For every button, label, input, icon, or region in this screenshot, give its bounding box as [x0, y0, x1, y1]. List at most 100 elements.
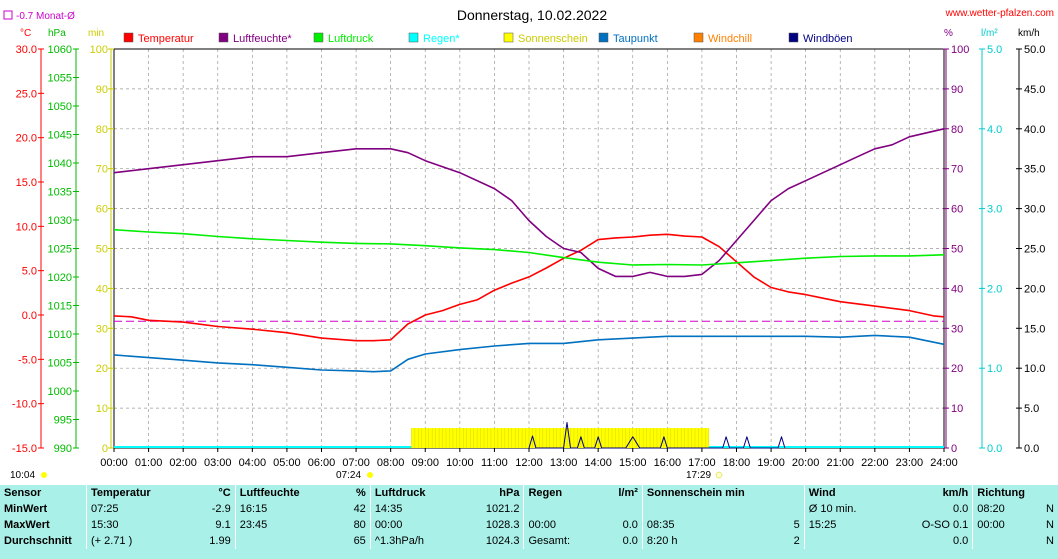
weather-chart: Donnerstag, 10.02.2022 www.wetter-pfalze… [3, 7, 1054, 481]
temp-axis-tick-label: 5.0 [22, 266, 37, 278]
wind-axis-tick-label: 10.0 [1024, 363, 1045, 375]
stats-header-row: Sensor Temperatur °C Luftfeuchte % Luftd… [0, 485, 1058, 501]
press-axis-tick-label: 1035 [48, 187, 72, 199]
stats-header-wind: Wind [803, 485, 890, 501]
time-tick-label: 24:00 [930, 457, 958, 469]
time-tick-label: 20:00 [792, 457, 820, 469]
stats-cell: -2.9 [211, 503, 231, 515]
time-tick-label: 03:00 [204, 457, 232, 469]
temp-axis-tick-label: -15.0 [12, 443, 37, 455]
legend-swatch [123, 32, 134, 43]
luftfeuchte-series-line [113, 128, 945, 278]
monthly-avg-icon [3, 10, 13, 20]
time-tick-label: 06:00 [308, 457, 336, 469]
stats-cell: 1028.3 [485, 519, 520, 531]
pct-axis-tick-label: 50 [951, 244, 963, 256]
legend-label: Luftdruck [328, 33, 374, 45]
stats-header-rain: Regen [523, 485, 600, 501]
stats-cell: 08:35 [641, 517, 761, 533]
temp-axis-tick-label: 15.0 [16, 177, 37, 189]
legend-label: Temperatur [138, 33, 194, 45]
temp-axis-tick-label: -5.0 [18, 354, 37, 366]
stats-header-hum-unit: % [356, 487, 366, 499]
stats-cell: 0.0 [952, 503, 969, 515]
min-axis-tick-label: 50 [96, 244, 108, 256]
stats-cell [760, 501, 804, 517]
stats-cell: 00:00 [369, 517, 461, 533]
windböen-series-line [528, 422, 786, 449]
stats-cell: 15:25 [803, 517, 890, 533]
temp-axis-tick-label: 10.0 [16, 221, 37, 233]
wind-axis-tick-label: 50.0 [1024, 44, 1045, 56]
wind-axis-tick-label: 35.0 [1024, 164, 1045, 176]
wind-unit: km/h [1018, 28, 1040, 39]
stats-cell: Gesamt: [523, 533, 600, 549]
press-axis-tick-label: 995 [54, 415, 72, 427]
time-tick-label: 04:00 [239, 457, 267, 469]
min-axis-tick-label: 30 [96, 323, 108, 335]
stats-cell [523, 501, 600, 517]
time-tick-label: 23:00 [896, 457, 924, 469]
legend-label: Regen* [423, 33, 460, 45]
wind-axis-tick-label: 20.0 [1024, 283, 1045, 295]
legend-swatch [313, 32, 324, 43]
wind-axis-tick-label: 45.0 [1024, 84, 1045, 96]
press-axis-tick-label: 1055 [48, 73, 72, 85]
press-axis-tick-label: 1050 [48, 101, 72, 113]
stats-cell: (+ 2.71 ) [85, 533, 190, 549]
stats-cell: ^1.3hPa/h [369, 533, 461, 549]
stats-cell: Ø 10 min. [803, 501, 890, 517]
taupunkt-series-line [113, 334, 945, 373]
press-axis-tick-label: 1005 [48, 358, 72, 370]
statistics-table: Sensor Temperatur °C Luftfeuchte % Luftd… [0, 485, 1058, 549]
time-tick-label: 19:00 [757, 457, 785, 469]
pct-unit: % [944, 28, 953, 39]
stats-header-wind-unit: km/h [942, 487, 969, 499]
time-tick-label: 14:00 [584, 457, 612, 469]
stats-cell: 0.0 [952, 535, 969, 547]
time-axis: 00:00 01:00 02:00 03:00 04:00 05:00 06:00 07:00… [100, 448, 958, 469]
min-axis-tick-label: 40 [96, 283, 108, 295]
now-label: 10:04 [10, 470, 35, 481]
min-axis-tick-label: 70 [96, 164, 108, 176]
press-unit: hPa [48, 28, 66, 39]
time-tick-label: 17:00 [688, 457, 716, 469]
stats-cell [234, 533, 339, 549]
rain-unit: l/m² [981, 28, 998, 39]
stats-cell: 15:30 [85, 517, 190, 533]
legend-swatch [218, 32, 229, 43]
rain-axis-tick-label: 2.0 [987, 283, 1002, 295]
stats-header-temp: Temperatur [85, 485, 190, 501]
time-tick-label: 21:00 [826, 457, 854, 469]
time-tick-label: 09:00 [411, 457, 439, 469]
stats-cell: 65 [353, 535, 366, 547]
min-axis-tick-label: 80 [96, 124, 108, 136]
pct-axis-tick-label: 30 [951, 323, 963, 335]
sunrise-icon [367, 472, 373, 478]
stats-row-max: MaxWert 15:30 9.1 23:45 80 00:00 1028.3 … [0, 517, 1058, 533]
chart-plot-area [113, 128, 945, 449]
press-axis-tick-label: 1060 [48, 44, 72, 56]
wind-axis-tick-label: 15.0 [1024, 323, 1045, 335]
wind-axis-tick-label: 5.0 [1024, 403, 1039, 415]
legend-swatch [598, 32, 609, 43]
rain-axis-tick-label: 0.0 [987, 443, 1002, 455]
pct-axis-tick-label: 70 [951, 164, 963, 176]
stats-row-label: MaxWert [4, 519, 50, 531]
stats-cell: 5 [793, 519, 800, 531]
pct-axis-tick-label: 60 [951, 204, 963, 216]
stats-cell: 08:20 [972, 501, 1032, 517]
legend-label: Windchill [708, 33, 752, 45]
legend-swatch [788, 32, 799, 43]
min-unit: min [88, 28, 104, 39]
stats-header-temp-unit: °C [218, 487, 231, 499]
stats-row-label: MinWert [4, 503, 48, 515]
site-link[interactable]: www.wetter-pfalzen.com [945, 8, 1054, 19]
stats-cell: N [1046, 535, 1054, 547]
time-tick-label: 11:00 [481, 457, 508, 469]
chart-axes: 30.0 25.0 20.0 15.0 10.0 5.0 0.0 -5.0 -10.0 -15.0… [12, 44, 1046, 455]
stats-cell: 1021.2 [485, 503, 520, 515]
stats-row-avg: Durchschnitt (+ 2.71 ) 1.99 65 ^1.3hPa/h… [0, 533, 1058, 549]
legend-label: Taupunkt [613, 33, 658, 45]
time-tick-label: 18:00 [723, 457, 751, 469]
